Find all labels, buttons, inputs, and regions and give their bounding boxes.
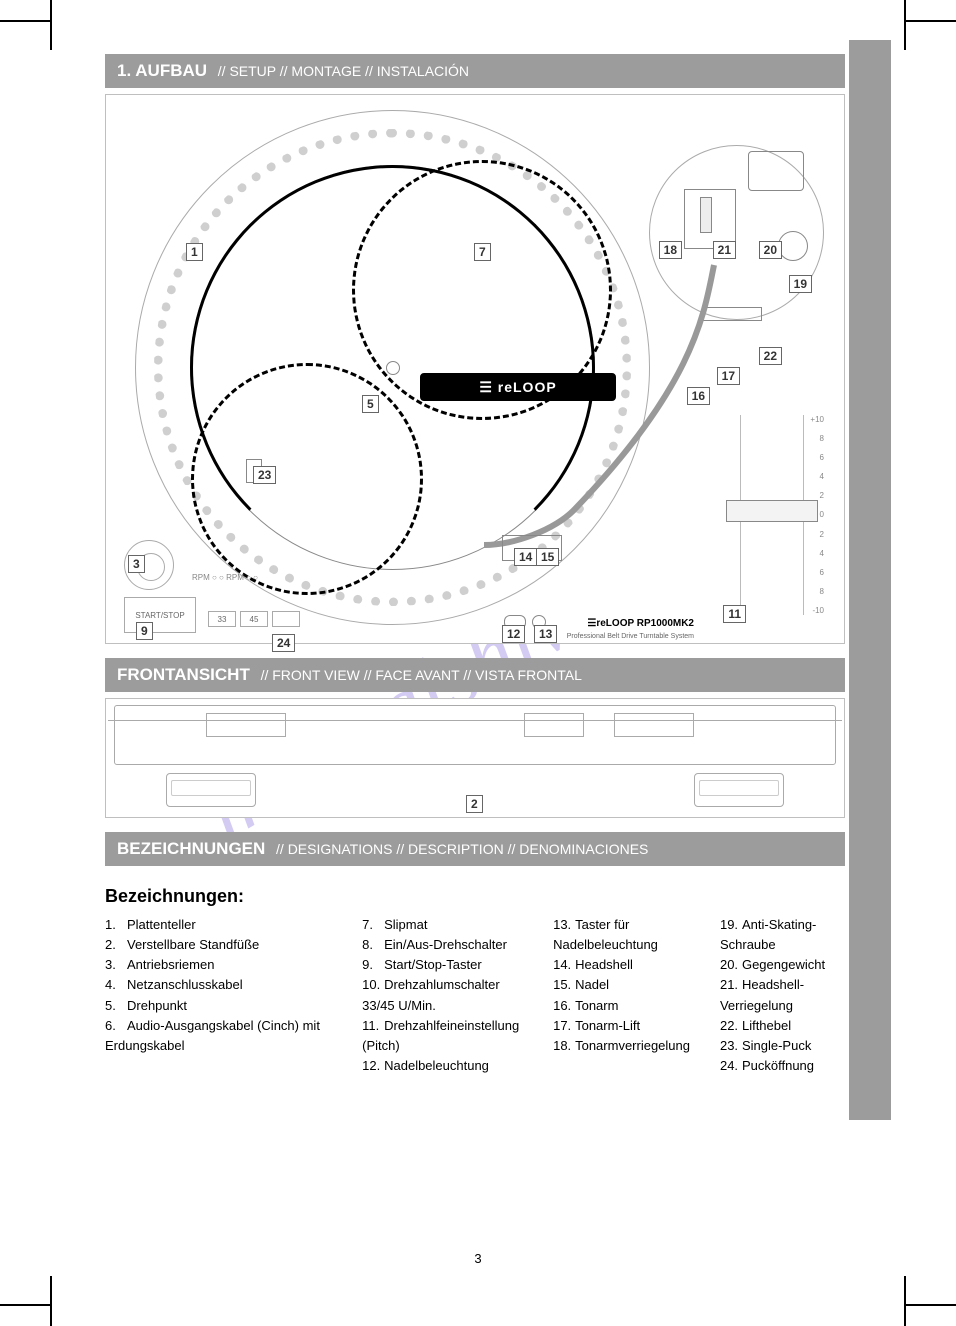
drive-belt-outline	[191, 363, 423, 595]
callout-16: 16	[687, 387, 710, 405]
callout-21: 21	[713, 241, 736, 259]
speed-45: 45	[240, 611, 268, 627]
designation-item: 12.Nadelbeleuchtung	[362, 1056, 533, 1076]
callout-7: 7	[474, 243, 491, 261]
callout-8: 3	[128, 555, 145, 573]
callout-1: 1	[186, 243, 203, 261]
designations-col-2: 7.Slipmat8.Ein/Aus-Drehschalter9.Start/S…	[362, 915, 533, 1076]
callout-17: 17	[717, 367, 740, 385]
designation-item: 8.Ein/Aus-Drehschalter	[362, 935, 533, 955]
pitch-scale: +10864202468-10	[808, 415, 824, 615]
designation-item: 17.Tonarm-Lift	[553, 1016, 700, 1036]
callout-15: 15	[536, 548, 559, 566]
designation-item: 7.Slipmat	[362, 915, 533, 935]
callout-13: 13	[534, 625, 557, 643]
section-header-front: FRONTANSICHT // FRONT VIEW // FACE AVANT…	[105, 658, 845, 692]
speed-buttons: 33 45	[208, 611, 300, 627]
designation-item: 1.Plattenteller	[105, 915, 342, 935]
header-desc-sub: // DESIGNATIONS // DESCRIPTION // DENOMI…	[276, 841, 648, 857]
section-header-desc: BEZEICHNUNGEN // DESIGNATIONS // DESCRIP…	[105, 832, 845, 866]
designation-item: 11.Drehzahlfeineinstellung (Pitch)	[362, 1016, 533, 1056]
model-subtitle: Professional Belt Drive Turntable System	[567, 633, 694, 640]
designation-item: 19.Anti-Skating-Schraube	[720, 915, 845, 955]
designation-item: 10.Drehzahlumschalter 33/45 U/Min.	[362, 975, 533, 1015]
callout-18: 18	[659, 241, 682, 259]
designations-block: Bezeichnungen: 1.Plattenteller2.Verstell…	[105, 886, 845, 1076]
designation-item: 15.Nadel	[553, 975, 700, 995]
pitch-fader-knob	[726, 500, 818, 522]
designation-item: 14.Headshell	[553, 955, 700, 975]
foot-left	[166, 773, 256, 807]
callout-5: 5	[362, 395, 379, 413]
antiskate-dial	[778, 231, 808, 261]
callout-12: 12	[502, 625, 525, 643]
figure-front-view: 2	[105, 698, 845, 818]
designation-item: 6.Audio-Ausgangskabel (Cinch) mit Erdung…	[105, 1016, 342, 1056]
rpm-leds: RPM ○ ○ RPM ○ ○	[192, 573, 258, 583]
designation-item: 2.Verstellbare Standfüße	[105, 935, 342, 955]
designation-item: 20.Gegengewicht	[720, 955, 845, 975]
hinge-right	[614, 713, 694, 737]
designation-item: 9.Start/Stop-Taster	[362, 955, 533, 975]
section-header-setup: 1. AUFBAU // SETUP // MONTAGE // INSTALA…	[105, 54, 845, 88]
designations-col-4: 19.Anti-Skating-Schraube20.Gegengewicht2…	[720, 915, 845, 1076]
arm-lock	[700, 197, 712, 233]
page-number: 3	[474, 1251, 481, 1266]
start-stop-button: START/STOP	[124, 597, 196, 633]
designations-title: Bezeichnungen:	[105, 886, 845, 907]
callout-22: 22	[759, 347, 782, 365]
callout-23: 23	[253, 466, 276, 484]
designation-item: 3.Antriebsriemen	[105, 955, 342, 975]
header-front-sub: // FRONT VIEW // FACE AVANT // VISTA FRO…	[261, 667, 582, 683]
callout-20: 20	[759, 241, 782, 259]
callout-24: 24	[272, 634, 295, 652]
designations-col-1: 1.Plattenteller2.Verstellbare Standfüße3…	[105, 915, 342, 1076]
designations-col-3: 13.Taster für Nadelbeleuchtung14.Headshe…	[553, 915, 700, 1076]
tonearm	[444, 255, 744, 555]
header-setup-main: 1. AUFBAU	[117, 61, 207, 80]
designation-item: 21.Headshell-Verriegelung	[720, 975, 845, 1015]
side-margin-bar	[849, 40, 891, 1120]
speed-blank	[272, 611, 300, 627]
callout-19: 19	[789, 275, 812, 293]
callout-2: 2	[466, 795, 483, 813]
designation-item: 4.Netzanschlusskabel	[105, 975, 342, 995]
designation-item: 22.Lifthebel	[720, 1016, 845, 1036]
designation-item: 16.Tonarm	[553, 996, 700, 1016]
callout-9: 9	[136, 622, 153, 640]
callout-14: 14	[514, 548, 537, 566]
foot-right	[694, 773, 784, 807]
designation-item: 13.Taster für Nadelbeleuchtung	[553, 915, 700, 955]
speed-33: 33	[208, 611, 236, 627]
designation-item: 23.Single-Puck	[720, 1036, 845, 1056]
header-desc-main: BEZEICHNUNGEN	[117, 839, 265, 858]
figure-top-view: ☰ reLOOP +10864202468-10 RPM ○ ○ RPM ○ ○	[105, 94, 845, 644]
designation-item: 18.Tonarmverriegelung	[553, 1036, 700, 1056]
model-label: ☰reLOOP RP1000MK2	[587, 618, 694, 629]
hinge-center	[524, 713, 584, 737]
counterweight	[748, 151, 804, 191]
callout-11: 11	[723, 605, 746, 623]
header-setup-sub: // SETUP // MONTAGE // INSTALACIÓN	[218, 63, 469, 79]
header-front-main: FRONTANSICHT	[117, 665, 250, 684]
designation-item: 5.Drehpunkt	[105, 996, 342, 1016]
hinge-left	[206, 713, 286, 737]
designation-item: 24.Pucköffnung	[720, 1056, 845, 1076]
